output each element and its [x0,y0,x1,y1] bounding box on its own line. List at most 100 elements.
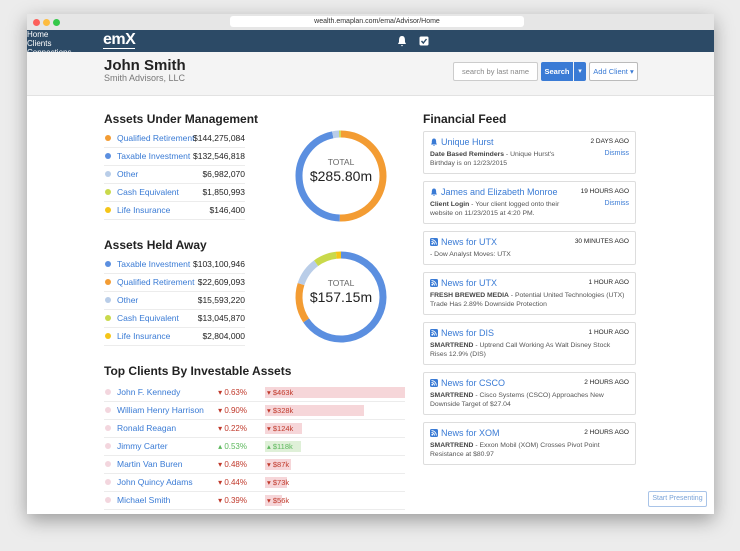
asset-row[interactable]: Cash Equivalent $1,850,993 [104,184,245,202]
dismiss-link[interactable]: Dismiss [604,200,630,207]
feed-card[interactable]: News for UTX 1 HOUR AGO FRESH BREWED MEDIA… [423,272,636,315]
feed-title-text[interactable]: James and Elizabeth Monroe [441,187,558,197]
client-dot [105,497,111,503]
feed-source: SMARTREND [430,392,474,399]
client-change-value: 0.63% [224,388,247,397]
section-title: Financial Feed [423,112,507,126]
feed-text: Date Based Reminders - Unique Hurst's Bi… [430,151,555,167]
legend-dot [105,207,111,213]
feed-source: SMARTREND [430,442,474,449]
address-bar[interactable]: wealth.emaplan.com/ema/Advisor/Home [230,16,524,27]
asset-row[interactable]: Other $15,593,220 [104,292,245,310]
search-dropdown[interactable]: ▾ [574,62,586,81]
bell-icon[interactable] [397,35,407,47]
client-change-value: 0.48% [224,460,247,469]
check-icon[interactable] [419,36,429,46]
asset-name: Qualified Retirement [117,277,195,287]
client-change-value: 0.90% [224,406,247,415]
nav-link[interactable]: Clients [27,39,714,48]
feed-body: Your client logged onto their website on… [430,201,560,217]
feed-card[interactable]: News for XOM 2 HOURS AGO SMARTREND - Exxon… [423,422,636,465]
client-row[interactable]: Martin Van Buren ▾ 0.48% ▾ $87k [104,456,405,474]
asset-row[interactable]: Taxable Investment $103,100,946 [104,256,245,274]
asset-amount: $144,275,084 [193,133,245,143]
close-button[interactable] [33,19,40,26]
donut-segment [297,260,319,286]
feed-card[interactable]: News for CSCO 2 HOURS AGO SMARTREND - Cisc… [423,372,636,415]
client-change: ▾ 0.48% [218,460,247,469]
feed-card[interactable]: James and Elizabeth Monroe 19 HOURS AGO Di… [423,181,636,224]
nav-link-label: Home [27,30,49,39]
zoom-button[interactable] [53,19,60,26]
asset-row[interactable]: Qualified Retirement $22,609,093 [104,274,245,292]
asset-row[interactable]: Qualified Retirement $144,275,084 [104,130,245,148]
feed-card[interactable]: News for DIS 1 HOUR AGO SMARTREND - Uptren… [423,322,636,365]
client-row[interactable]: Michael Smith ▾ 0.39% ▾ $56k [104,492,405,510]
asset-amount: $103,100,946 [193,259,245,269]
client-name: Ronald Reagan [117,420,176,437]
feed-source: Client Login [430,201,470,208]
section-title: Top Clients By Investable Assets [104,364,292,378]
minimize-button[interactable] [43,19,50,26]
legend-dot [105,315,111,321]
add-client-button[interactable]: Add Client ▾ [589,62,638,81]
client-bar: ▾ $328k [265,405,365,416]
section-title: Assets Held Away [104,238,207,252]
client-bar: ▾ $56k [265,495,290,506]
asset-name: Taxable Investment [117,151,191,161]
client-row[interactable]: Ronald Reagan ▾ 0.22% ▾ $124k [104,420,405,438]
feed-title-text[interactable]: News for XOM [441,428,500,438]
nav-link[interactable]: Home [27,30,714,39]
donut-total: $157.15m [309,289,373,305]
logo[interactable]: emX [103,31,136,49]
asset-row[interactable]: Life Insurance $146,400 [104,202,245,220]
feed-title-text[interactable]: News for UTX [441,278,498,288]
asset-row[interactable]: Cash Equivalent $13,045,870 [104,310,245,328]
client-change-value: 0.53% [224,442,247,451]
feed-title-text[interactable]: Unique Hurst [441,137,494,147]
client-bar: ▾ $87k [265,459,292,470]
feed-time: 2 DAYS AGO [590,138,629,145]
donut-segment [303,251,387,343]
client-bar-label: $73k [272,478,290,487]
start-presenting-button[interactable]: Start Presenting [648,491,707,507]
client-change: ▾ 0.63% [218,388,247,397]
advisor-name: John Smith [104,57,186,74]
donut-chart [295,130,387,222]
asset-row[interactable]: Taxable Investment $132,546,818 [104,148,245,166]
rss-icon [430,329,438,337]
client-row[interactable]: William Henry Harrison ▾ 0.90% ▾ $328k [104,402,405,420]
client-bar-label: $328k [272,406,294,415]
feed-card[interactable]: News for UTX 30 MINUTES AGO - Dow Analyst … [423,231,636,265]
search-input[interactable]: search by last name [453,62,538,81]
legend-dot [105,333,111,339]
page-header: John Smith Smith Advisors, LLC search by… [27,52,714,96]
asset-name: Cash Equivalent [117,313,179,323]
feed-text: SMARTREND - Uptrend Call Working As Walt… [430,342,611,358]
feed-list: Unique Hurst 2 DAYS AGO Dismiss Date Based … [423,131,636,465]
feed-card[interactable]: Unique Hurst 2 DAYS AGO Dismiss Date Based … [423,131,636,174]
client-row[interactable]: John Quincy Adams ▾ 0.44% ▾ $73k [104,474,405,492]
legend-dot [105,279,111,285]
add-client-label: Add Client [593,67,628,76]
client-name: John F. Kennedy [117,384,180,401]
feed-title-text[interactable]: News for CSCO [441,378,506,388]
asset-row[interactable]: Life Insurance $2,804,000 [104,328,245,346]
client-row[interactable]: Jimmy Carter ▴ 0.53% ▴ $118k [104,438,405,456]
client-dot [105,479,111,485]
client-bar: ▾ $124k [265,423,303,434]
nav-link[interactable]: Help [27,93,44,102]
dismiss-link[interactable]: Dismiss [604,150,630,157]
feed-body: Dow Analyst Moves: UTX [434,251,511,258]
nav-link[interactable]: Sign Out [27,102,59,111]
client-row[interactable]: John F. Kennedy ▾ 0.63% ▾ $463k [104,384,405,402]
client-dot [105,443,111,449]
feed-title-text[interactable]: News for UTX [441,237,498,247]
feed-title-text[interactable]: News for DIS [441,328,495,338]
asset-row[interactable]: Other $6,982,070 [104,166,245,184]
client-bar-label: $87k [272,460,290,469]
rss-icon [430,279,438,287]
feed-body: Exxon Mobil (XOM) Crosses Pivot Point Re… [430,442,600,458]
search-button[interactable]: Search [541,62,573,81]
